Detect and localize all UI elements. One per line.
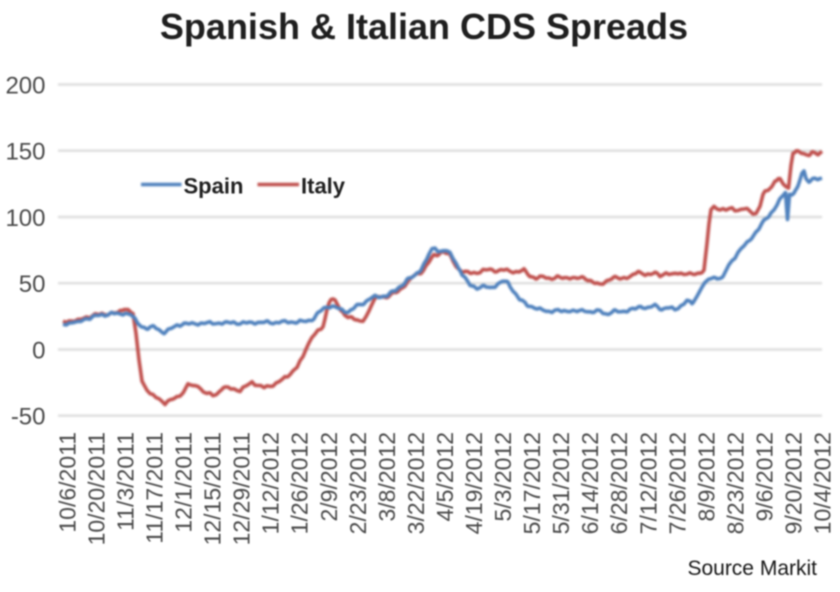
svg-text:5/31/2012: 5/31/2012: [548, 432, 574, 534]
svg-text:10/6/2011: 10/6/2011: [54, 432, 80, 533]
svg-text:-50: -50: [11, 404, 46, 431]
svg-text:4/19/2012: 4/19/2012: [461, 432, 487, 534]
svg-text:Italy: Italy: [301, 174, 346, 199]
svg-text:Source Markit: Source Markit: [687, 557, 817, 580]
svg-text:100: 100: [5, 205, 45, 232]
svg-text:10/4/2012: 10/4/2012: [810, 432, 836, 534]
svg-text:7/26/2012: 7/26/2012: [664, 432, 690, 534]
svg-text:8/9/2012: 8/9/2012: [693, 432, 719, 522]
svg-text:Spanish & Italian CDS Spreads: Spanish & Italian CDS Spreads: [160, 6, 688, 47]
svg-text:8/23/2012: 8/23/2012: [722, 432, 748, 534]
svg-text:2/9/2012: 2/9/2012: [316, 432, 342, 522]
svg-text:200: 200: [5, 72, 45, 99]
svg-text:10/20/2011: 10/20/2011: [83, 432, 109, 545]
svg-text:3/8/2012: 3/8/2012: [374, 432, 400, 522]
svg-text:1/26/2012: 1/26/2012: [287, 432, 313, 534]
svg-text:1/12/2012: 1/12/2012: [258, 432, 284, 534]
svg-text:5/17/2012: 5/17/2012: [519, 432, 545, 534]
svg-text:4/5/2012: 4/5/2012: [432, 432, 458, 522]
svg-text:6/14/2012: 6/14/2012: [577, 432, 603, 534]
svg-text:150: 150: [5, 139, 45, 166]
svg-text:11/3/2011: 11/3/2011: [112, 432, 138, 531]
svg-text:11/17/2011: 11/17/2011: [141, 432, 167, 544]
svg-text:7/12/2012: 7/12/2012: [635, 432, 661, 534]
svg-text:0: 0: [32, 337, 45, 364]
svg-text:Spain: Spain: [184, 174, 244, 199]
svg-text:12/15/2011: 12/15/2011: [200, 432, 226, 545]
svg-text:9/20/2012: 9/20/2012: [781, 432, 807, 534]
svg-text:50: 50: [19, 271, 46, 298]
svg-text:3/22/2012: 3/22/2012: [403, 432, 429, 534]
svg-text:12/29/2011: 12/29/2011: [229, 432, 255, 545]
svg-text:12/1/2011: 12/1/2011: [171, 432, 197, 533]
svg-text:5/3/2012: 5/3/2012: [490, 432, 516, 522]
svg-text:6/28/2012: 6/28/2012: [606, 432, 632, 534]
svg-text:2/23/2012: 2/23/2012: [345, 432, 371, 534]
svg-text:9/6/2012: 9/6/2012: [752, 432, 778, 522]
